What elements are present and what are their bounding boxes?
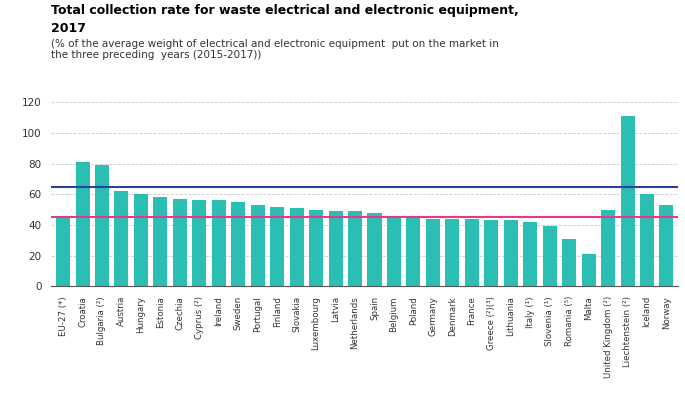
Bar	[503, 220, 518, 286]
Bar	[114, 191, 129, 286]
Bar	[562, 239, 576, 286]
Text: Total collection rate for waste electrical and electronic equipment,: Total collection rate for waste electric…	[51, 4, 519, 17]
Bar	[406, 217, 421, 286]
Bar	[660, 205, 673, 286]
Bar	[270, 207, 284, 286]
Bar	[192, 200, 206, 286]
Bar	[523, 222, 537, 286]
Bar	[445, 219, 460, 286]
Bar	[56, 216, 70, 286]
Bar	[75, 162, 90, 286]
Bar	[621, 116, 634, 286]
Bar	[426, 219, 440, 286]
Bar	[290, 208, 303, 286]
Bar	[543, 227, 557, 286]
Bar	[465, 219, 479, 286]
Bar	[484, 220, 498, 286]
Bar	[387, 217, 401, 286]
Bar	[367, 213, 382, 286]
Bar	[251, 205, 264, 286]
Text: 2017: 2017	[51, 22, 86, 36]
Bar	[153, 198, 167, 286]
Bar	[329, 211, 342, 286]
Bar	[640, 194, 654, 286]
Bar	[134, 194, 148, 286]
Bar	[601, 209, 615, 286]
Bar	[232, 202, 245, 286]
Bar	[173, 199, 187, 286]
Bar	[95, 165, 109, 286]
Text: (% of the average weight of electrical and electronic equipment  put on the mark: (% of the average weight of electrical a…	[51, 39, 499, 61]
Bar	[582, 254, 596, 286]
Bar	[212, 200, 226, 286]
Bar	[309, 209, 323, 286]
Bar	[348, 211, 362, 286]
